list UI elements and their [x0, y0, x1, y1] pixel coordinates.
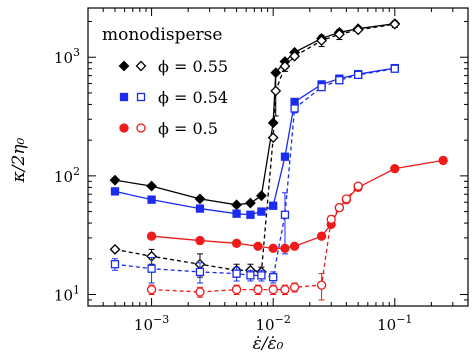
open-square-marker [269, 273, 278, 282]
circle-marker [289, 241, 300, 251]
diamond-marker [270, 67, 282, 79]
series-solid-line [151, 159, 444, 249]
circle-marker [253, 241, 263, 251]
open-square-marker [195, 267, 205, 277]
square-marker [257, 207, 266, 216]
diamond-marker [255, 190, 267, 202]
square-marker [147, 195, 156, 204]
open-circle-marker [146, 284, 157, 295]
circle-marker [231, 238, 242, 248]
circle-marker [119, 123, 129, 133]
legend-label: ϕ = 0.54 [158, 88, 228, 107]
legend-title: monodisperse [102, 25, 222, 45]
open-circle-marker [316, 280, 327, 290]
diamond-marker [146, 180, 158, 192]
open-square-marker [257, 271, 266, 280]
open-diamond-marker [109, 243, 121, 255]
series-dashed-line [114, 23, 395, 273]
open-diamond-marker [389, 18, 401, 30]
open-circle-marker [353, 181, 363, 191]
legend: monodisperse ϕ = 0.55 ϕ = 0.54 ϕ = 0.5 [102, 25, 228, 138]
open-diamond-marker [289, 50, 301, 62]
open-diamond-marker [267, 132, 279, 144]
circle-marker [268, 243, 278, 253]
series-1 [110, 63, 399, 284]
open-circle-marker [253, 284, 263, 295]
y-tick-label: 102 [54, 165, 80, 186]
square-marker [280, 152, 290, 161]
open-square-marker [290, 104, 299, 113]
circle-marker [438, 155, 448, 166]
open-circle-marker [231, 284, 242, 295]
series-solid-line [114, 22, 395, 206]
circle-marker [280, 243, 290, 253]
open-square-marker [280, 210, 290, 219]
x-tick-label: 10−1 [377, 313, 412, 334]
diamond-marker [109, 174, 121, 186]
square-marker [110, 187, 120, 196]
open-square-marker [136, 92, 146, 102]
open-diamond-marker [135, 60, 147, 72]
circle-marker [146, 231, 157, 241]
open-square-marker [147, 264, 156, 273]
open-square-marker [390, 64, 399, 73]
open-diamond-marker [279, 60, 291, 72]
open-square-marker [246, 271, 255, 280]
square-marker [232, 209, 241, 218]
x-tick-label: 10−2 [256, 313, 291, 334]
x-axis-label: ε̇/ε̇₀ [253, 334, 284, 354]
y-tick-label: 101 [54, 284, 80, 305]
open-square-marker [232, 269, 241, 278]
open-circle-marker [280, 284, 290, 295]
diamond-marker [245, 197, 256, 209]
diamond-marker [194, 193, 206, 205]
open-diamond-marker [270, 85, 282, 97]
tick-labels: 10−3 10−2 10−1 101 102 103 [54, 46, 413, 334]
open-circle-marker [195, 287, 205, 297]
series-layer [109, 18, 448, 301]
legend-label: ϕ = 0.5 [158, 119, 218, 138]
plot-frame [87, 7, 469, 307]
open-circle-marker [334, 202, 344, 213]
open-circle-marker [268, 284, 278, 295]
open-circle-marker [341, 194, 352, 204]
legend-label: ϕ = 0.55 [158, 57, 228, 76]
open-square-marker [354, 70, 363, 80]
open-circle-marker [136, 123, 146, 133]
series-2 [146, 155, 448, 301]
square-marker [195, 204, 205, 213]
circle-marker [390, 164, 400, 174]
axis-ticks [87, 8, 469, 307]
y-tick-label: 103 [54, 46, 80, 67]
open-circle-marker [289, 282, 300, 292]
square-marker [246, 210, 255, 219]
diamond-marker [231, 199, 242, 211]
diamond-marker [118, 60, 130, 72]
circle-marker [195, 235, 205, 246]
open-square-marker [335, 76, 344, 85]
circle-marker [316, 231, 327, 241]
diamond-marker [267, 117, 279, 129]
open-diamond-marker [352, 24, 364, 36]
open-circle-marker [326, 214, 336, 225]
open-diamond-marker [316, 35, 327, 47]
x-tick-label: 10−3 [134, 313, 169, 334]
square-marker [119, 92, 129, 102]
y-axis-label: κ/2η₀ [9, 137, 29, 183]
open-square-marker [317, 82, 326, 92]
square-marker [269, 201, 278, 210]
open-square-marker [110, 260, 120, 269]
open-diamond-marker [333, 28, 345, 40]
